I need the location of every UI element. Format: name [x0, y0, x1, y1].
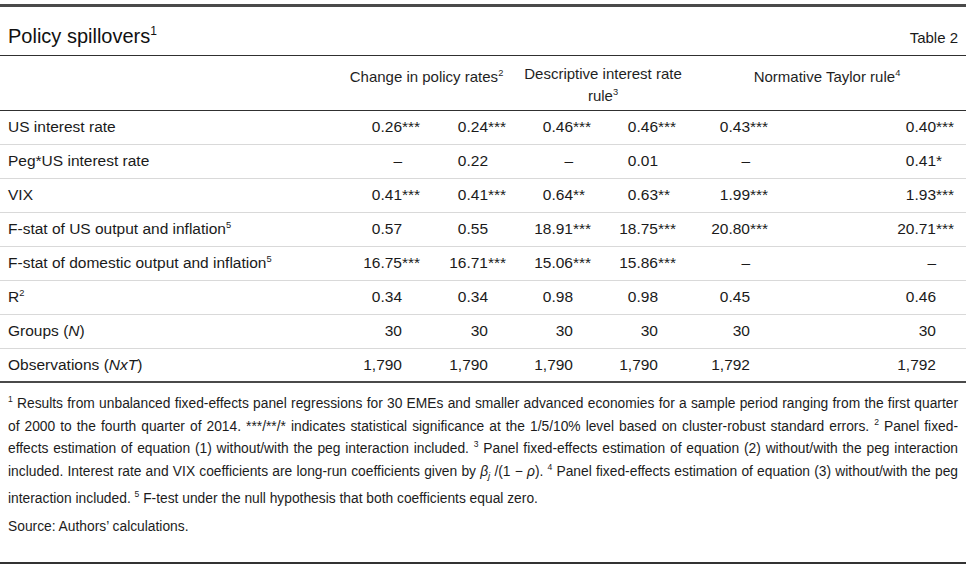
table-row: Groups (N)303030303030: [0, 314, 966, 348]
col-group-change-in-policy-rates: Change in policy rates2: [335, 56, 518, 110]
value-cell: 15.86***: [603, 246, 688, 280]
value-cell: 0.57: [335, 212, 432, 246]
value-cell: 0.22: [432, 144, 518, 178]
value-cell: –: [688, 246, 780, 280]
bottom-rule: [0, 562, 966, 564]
value-cell: 18.91***: [518, 212, 603, 246]
table-body: US interest rate0.26***0.24***0.46***0.4…: [0, 110, 966, 382]
value-cell: 1,790: [432, 348, 518, 382]
value-cell: 30: [432, 314, 518, 348]
value-cell: 0.41*: [780, 144, 966, 178]
table-row: Observations (NxT)1,7901,7901,7901,7901,…: [0, 348, 966, 382]
value-cell: 0.01: [603, 144, 688, 178]
value-cell: 16.71***: [432, 246, 518, 280]
value-cell: 1.93***: [780, 178, 966, 212]
value-cell: 0.64**: [518, 178, 603, 212]
column-group-header-row: Change in policy rates2 Descriptive inte…: [0, 56, 966, 110]
results-table: Change in policy rates2 Descriptive inte…: [0, 56, 966, 383]
value-cell: 30: [603, 314, 688, 348]
value-cell: –: [780, 246, 966, 280]
stub-header-cell: [0, 56, 335, 110]
value-cell: –: [335, 144, 432, 178]
value-cell: 30: [518, 314, 603, 348]
table-row: Peg*US interest rate–0.22–0.01–0.41*: [0, 144, 966, 178]
table-row: VIX0.41***0.41***0.64**0.63**1.99***1.93…: [0, 178, 966, 212]
table-row: US interest rate0.26***0.24***0.46***0.4…: [0, 110, 966, 144]
value-cell: 1.99***: [688, 178, 780, 212]
row-label: Observations (NxT): [0, 348, 335, 382]
table-row: R20.340.340.980.980.450.46: [0, 280, 966, 314]
value-cell: 1,790: [518, 348, 603, 382]
row-label: US interest rate: [0, 110, 335, 144]
value-cell: 0.26***: [335, 110, 432, 144]
value-cell: 0.98: [518, 280, 603, 314]
value-cell: 1,790: [335, 348, 432, 382]
value-cell: 30: [688, 314, 780, 348]
table-row: F-stat of US output and inflation50.570.…: [0, 212, 966, 246]
value-cell: 0.41***: [335, 178, 432, 212]
value-cell: 0.24***: [432, 110, 518, 144]
value-cell: 0.63**: [603, 178, 688, 212]
value-cell: –: [688, 144, 780, 178]
value-cell: 1,792: [780, 348, 966, 382]
value-cell: 0.55: [432, 212, 518, 246]
table-number-label: Table 2: [910, 29, 958, 48]
source-line: Source: Authors’ calculations.: [0, 508, 966, 534]
table-header-bar: Policy spillovers1 Table 2: [0, 4, 966, 56]
value-cell: 0.41***: [432, 178, 518, 212]
row-label: VIX: [0, 178, 335, 212]
col-group-descriptive-interest-rate-rule: Descriptive interest raterule3: [518, 56, 688, 110]
value-cell: 16.75***: [335, 246, 432, 280]
value-cell: 1,792: [688, 348, 780, 382]
row-label: F-stat of domestic output and inflation5: [0, 246, 335, 280]
value-cell: 0.34: [432, 280, 518, 314]
value-cell: 0.40***: [780, 110, 966, 144]
value-cell: 1,790: [603, 348, 688, 382]
value-cell: 0.43***: [688, 110, 780, 144]
value-cell: 20.80***: [688, 212, 780, 246]
table-row: F-stat of domestic output and inflation5…: [0, 246, 966, 280]
value-cell: 0.46: [780, 280, 966, 314]
table-title: Policy spillovers1: [8, 24, 157, 48]
value-cell: 0.34: [335, 280, 432, 314]
policy-spillovers-table-page: Policy spillovers1 Table 2 Change in pol…: [0, 4, 966, 568]
value-cell: 30: [780, 314, 966, 348]
row-label: Peg*US interest rate: [0, 144, 335, 178]
footnotes: 1 Results from unbalanced fixed-effects …: [0, 383, 966, 508]
value-cell: 18.75***: [603, 212, 688, 246]
value-cell: 0.46***: [603, 110, 688, 144]
value-cell: 30: [335, 314, 432, 348]
row-label: Groups (N): [0, 314, 335, 348]
value-cell: 0.46***: [518, 110, 603, 144]
value-cell: –: [518, 144, 603, 178]
value-cell: 20.71***: [780, 212, 966, 246]
value-cell: 0.45: [688, 280, 780, 314]
col-group-normative-taylor-rule: Normative Taylor rule4: [688, 56, 966, 110]
value-cell: 15.06***: [518, 246, 603, 280]
row-label: F-stat of US output and inflation5: [0, 212, 335, 246]
value-cell: 0.98: [603, 280, 688, 314]
row-label: R2: [0, 280, 335, 314]
